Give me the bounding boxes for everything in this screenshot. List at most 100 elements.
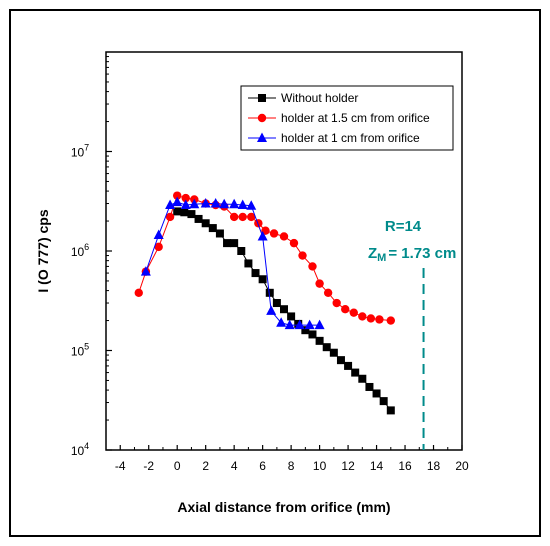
annotations: R=14 ZM = 1.73 cm [368, 218, 456, 450]
legend-item: holder at 1.5 cm from orifice [248, 111, 430, 125]
data-point [200, 198, 211, 208]
legend-item: holder at 1 cm from orifice [248, 131, 420, 145]
data-point [379, 397, 388, 406]
data-point [308, 262, 317, 271]
data-point [358, 374, 367, 383]
data-point [140, 266, 151, 276]
x-tick-label: 12 [341, 459, 355, 473]
y-tick-exponent: 7 [84, 143, 89, 153]
legend-item: Without holder [248, 91, 358, 105]
data-point [181, 193, 190, 203]
x-tick-label: 20 [455, 459, 469, 473]
data-point [194, 214, 203, 223]
data-point [386, 316, 395, 325]
figure-frame [9, 9, 541, 537]
zm-value: = 1.73 cm [388, 245, 456, 262]
data-point [254, 219, 263, 228]
legend: Without holder holder at 1.5 cm from orif… [240, 85, 454, 151]
data-point [322, 343, 331, 352]
data-point [344, 361, 353, 370]
x-tick-label: 16 [398, 459, 412, 473]
legend-marker [257, 132, 267, 142]
zm-sub: M [377, 252, 386, 264]
data-point [229, 198, 240, 209]
y-tick-label: 106 [71, 242, 89, 259]
data-point [272, 299, 281, 308]
y-tick-base: 10 [71, 245, 85, 259]
y-tick-label: 105 [71, 342, 89, 359]
series-circle [134, 191, 395, 325]
zm-label: ZM = 1.73 cm [368, 245, 456, 264]
data-point [308, 330, 317, 339]
y-tick-exponent: 4 [84, 441, 89, 451]
x-tick-label: 10 [313, 459, 327, 473]
data-point [341, 305, 350, 314]
data-point [287, 312, 296, 321]
x-tick-label: 6 [259, 459, 266, 473]
data-point [154, 242, 163, 252]
y-tick-label: 107 [71, 143, 89, 160]
data-point [172, 196, 183, 207]
data-point [298, 251, 307, 260]
data-point [284, 319, 295, 330]
legend-label: Without holder [281, 91, 358, 105]
data-point [358, 312, 367, 321]
x-axis-title: Axial distance from orifice (mm) [177, 499, 390, 515]
data-point [208, 224, 217, 233]
data-point [244, 259, 253, 268]
data-point [173, 207, 182, 216]
r-label: R=14 [385, 218, 422, 235]
data-point [230, 239, 239, 248]
data-point [276, 317, 287, 327]
data-point [215, 229, 224, 238]
data-point [237, 199, 248, 209]
data-point [258, 275, 267, 284]
data-point [210, 198, 221, 208]
data-point [349, 308, 358, 317]
data-point [304, 319, 315, 330]
data-point [386, 406, 395, 415]
series-triangle [140, 196, 325, 330]
y-tick-exponent: 6 [84, 242, 89, 252]
data-point [265, 288, 274, 297]
y-tick-base: 10 [71, 146, 85, 160]
data-point [315, 279, 324, 288]
data-point [246, 200, 257, 210]
data-point [315, 336, 324, 345]
y-tick-base: 10 [71, 444, 85, 458]
data-point [289, 238, 299, 248]
data-point [280, 305, 288, 314]
x-tick-label: 2 [202, 459, 209, 473]
data-point [279, 232, 289, 241]
data-point [301, 326, 310, 335]
series-square [173, 207, 395, 415]
x-tick-label: 18 [427, 459, 441, 473]
y-axis-title: I (O 777) cps [35, 209, 51, 292]
y-tick-base: 10 [71, 345, 85, 359]
x-tick-label: -2 [143, 459, 154, 473]
legend-label: holder at 1 cm from orifice [281, 131, 420, 145]
series [134, 191, 395, 415]
data-point [173, 191, 182, 200]
data-point [189, 198, 200, 209]
data-point [223, 239, 232, 248]
data-point [365, 382, 374, 391]
y-tick-label: 104 [71, 441, 89, 458]
data-point [351, 368, 360, 377]
data-point [336, 356, 345, 365]
zm-main: Z [368, 245, 377, 262]
x-tick-label: 4 [231, 459, 238, 473]
data-point [153, 229, 164, 239]
data-point [266, 305, 277, 315]
x-tick-label: -4 [115, 459, 126, 473]
x-tick-label: 8 [288, 459, 295, 473]
data-point [219, 198, 230, 209]
x-tick-label: 0 [174, 459, 181, 473]
data-point [251, 269, 260, 278]
legend-marker [257, 113, 267, 123]
y-tick-exponent: 5 [84, 342, 89, 352]
data-point [165, 212, 175, 222]
data-point [269, 229, 279, 238]
